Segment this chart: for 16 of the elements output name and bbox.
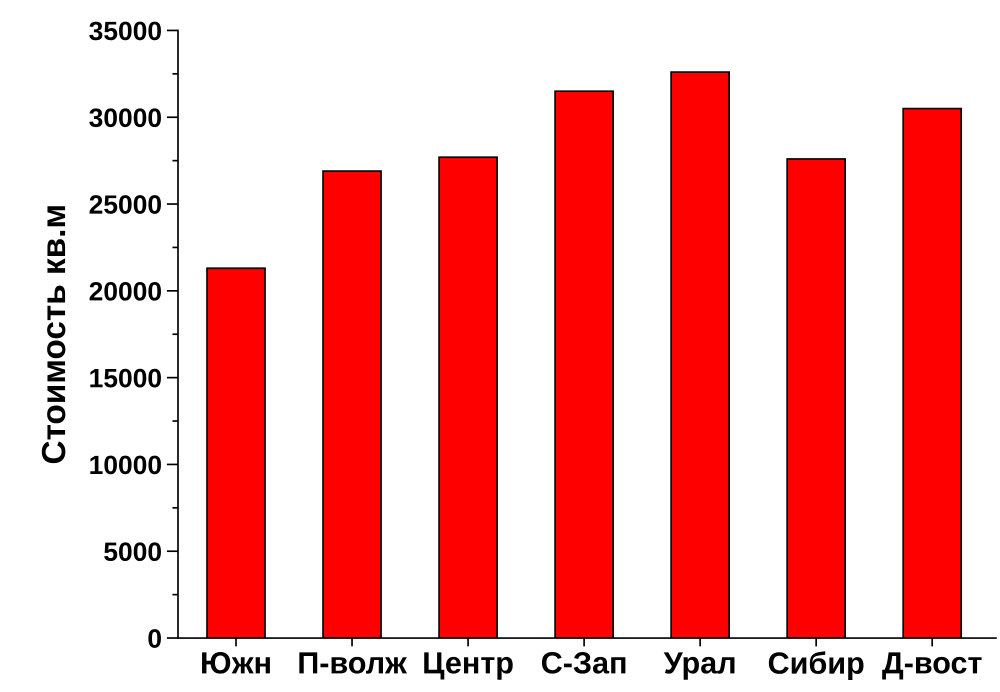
x-tick-label: Южн bbox=[202, 652, 270, 674]
x-tick-label: Д-вост bbox=[882, 652, 982, 680]
y-tick-label: 20000 bbox=[90, 282, 161, 301]
y-tick-label: 10000 bbox=[90, 456, 161, 474]
x-tick-label: С-Зап bbox=[542, 652, 626, 674]
x-tick-label: П-волж bbox=[299, 652, 408, 674]
x-tick-label: Сибир bbox=[768, 651, 864, 680]
y-tick-label: 30000 bbox=[89, 108, 161, 128]
y-tick-label: 35000 bbox=[89, 22, 161, 40]
x-tick-label: Урал bbox=[664, 652, 734, 680]
y-tick-label: 25000 bbox=[90, 195, 161, 214]
x-tick-label: Центр bbox=[424, 652, 513, 680]
y-tick-label: 5000 bbox=[104, 542, 161, 562]
y-tick-label: 15000 bbox=[90, 368, 161, 388]
y-tick-label: 0 bbox=[148, 629, 161, 648]
y-axis-title: Стоимость кв.м bbox=[42, 206, 66, 464]
